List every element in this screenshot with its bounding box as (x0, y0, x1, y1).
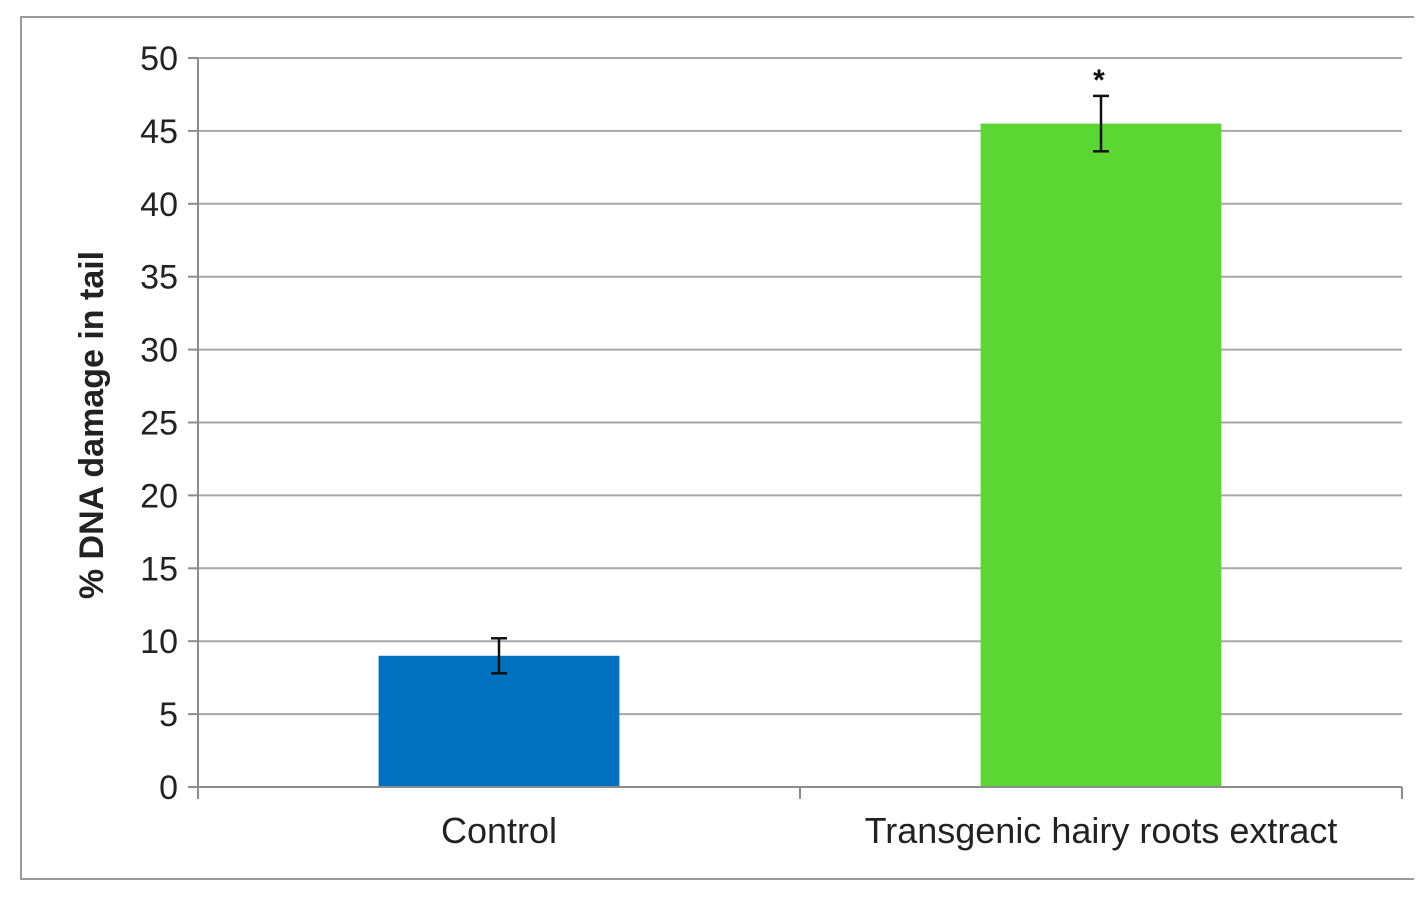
y-tick-label: 20 (140, 477, 178, 515)
axes (188, 57, 1403, 799)
y-tick-label: 10 (140, 623, 178, 661)
y-axis-title: % DNA damage in tail (73, 251, 111, 599)
y-tick-label: 30 (140, 332, 178, 370)
y-tick-label: 50 (140, 40, 178, 78)
y-tick-label: 35 (140, 259, 178, 297)
x-category-label: Control (441, 810, 557, 851)
bar-control (378, 655, 620, 787)
labels: 0 5 10 15 20 25 30 35 40 45 50 Control * Transgenic h… (140, 40, 1337, 851)
y-tick-label: 25 (140, 405, 178, 443)
y-tick-label: 40 (140, 186, 178, 224)
y-tick-label: 15 (140, 550, 178, 588)
y-tick-label: 5 (159, 696, 178, 734)
y-tick-label: 0 (159, 769, 178, 807)
bars (378, 94, 1222, 788)
bar-transgenic (980, 123, 1222, 788)
x-category-label: Transgenic hairy roots extract (865, 810, 1338, 851)
y-tick-label: 45 (140, 113, 178, 151)
significance-marker: * (1093, 64, 1105, 97)
